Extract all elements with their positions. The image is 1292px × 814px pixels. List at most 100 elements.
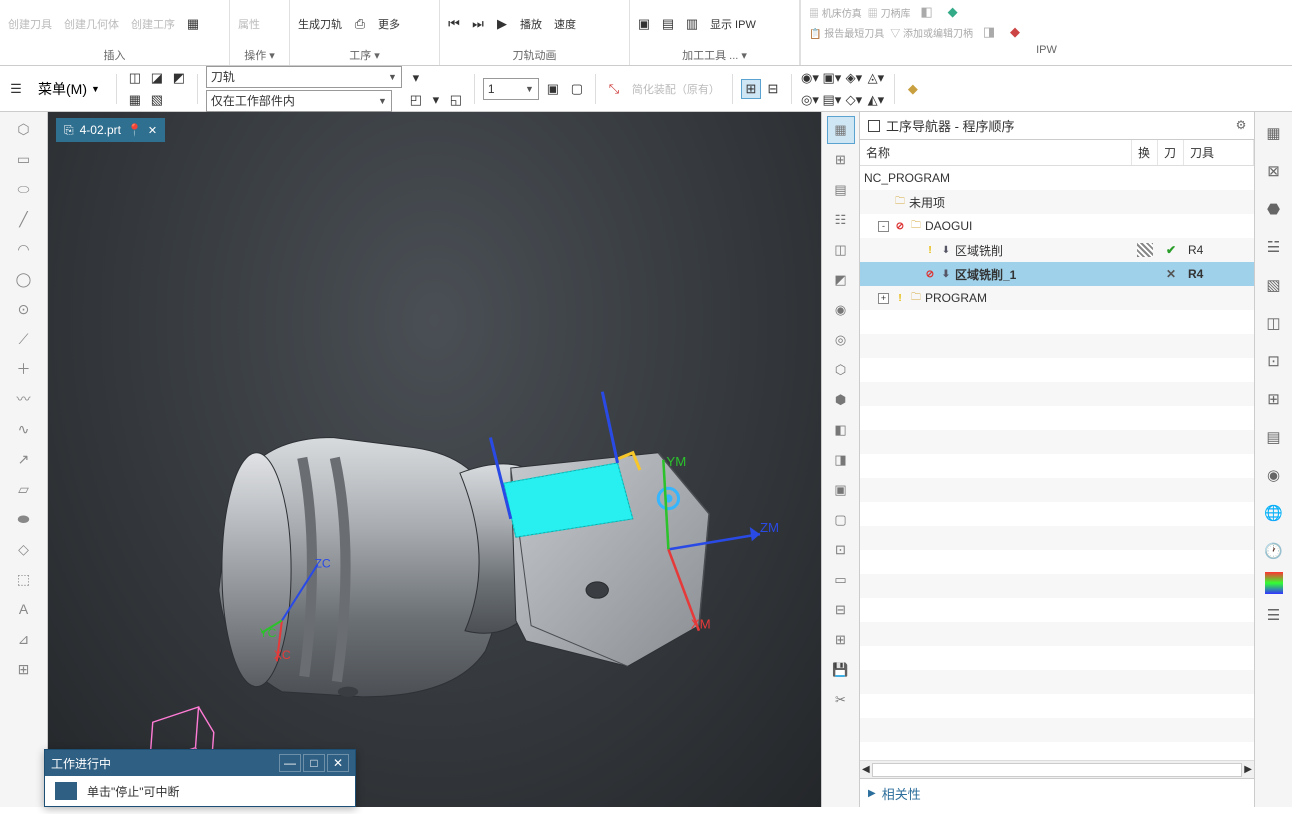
nav-row[interactable]: !⬇区域铣削✔R4 xyxy=(860,238,1254,262)
fr-1-icon[interactable]: ▦ xyxy=(1260,116,1288,150)
fr-11-icon[interactable]: 🌐 xyxy=(1260,496,1288,530)
vt-10-icon[interactable]: ⬢ xyxy=(827,386,855,414)
vt-13-icon[interactable]: ▣ xyxy=(827,476,855,504)
left-arc-icon[interactable]: ◠ xyxy=(9,236,39,262)
left-plus-icon[interactable]: ＋ xyxy=(9,356,39,382)
left-text-icon[interactable]: A xyxy=(9,596,39,622)
ipw-green-icon[interactable]: ◆ xyxy=(943,2,963,22)
left-curve-icon[interactable]: 〰 xyxy=(9,386,39,412)
number-combo[interactable]: 1▼ xyxy=(483,78,539,100)
ipw-edit-shank[interactable]: ▽ 添加或编辑刀柄 xyxy=(890,25,973,40)
ipw-ico1[interactable]: ◧ xyxy=(917,2,937,22)
file-tab-pin-icon[interactable]: 📍 xyxy=(127,123,142,137)
more-btn[interactable]: 更多 xyxy=(374,14,404,34)
vis-5-icon[interactable]: ◎▾ xyxy=(800,90,820,110)
file-tab-close-icon[interactable]: ✕ xyxy=(148,124,157,137)
vis-8-icon[interactable]: ◭▾ xyxy=(866,90,886,110)
fr-14-icon[interactable]: ☰ xyxy=(1260,598,1288,632)
menu-button[interactable]: 菜单(M) ▼ xyxy=(30,75,108,103)
left-clock-icon[interactable]: ⊙ xyxy=(9,296,39,322)
left-slash-icon[interactable]: ⟋ xyxy=(9,326,39,352)
fr-3-icon[interactable]: ⬣ xyxy=(1260,192,1288,226)
vt-15-icon[interactable]: ⊡ xyxy=(827,536,855,564)
left-diamond-icon[interactable]: ◇ xyxy=(9,536,39,562)
fr-9-icon[interactable]: ▤ xyxy=(1260,420,1288,454)
dialog-titlebar[interactable]: 工作进行中 — □ ✕ xyxy=(45,750,355,776)
left-disc-icon[interactable]: ⬭ xyxy=(9,176,39,202)
properties-btn[interactable]: 属性 xyxy=(234,14,264,34)
ipw-tool-lib[interactable]: ▦ 刀柄库 xyxy=(868,5,911,20)
left-cylinder-icon[interactable]: ⬡ xyxy=(9,116,39,142)
vt-12-icon[interactable]: ◨ xyxy=(827,446,855,474)
show-ipw[interactable]: 显示 IPW xyxy=(706,14,760,34)
left-misc2-icon[interactable]: ⊞ xyxy=(9,656,39,682)
scroll-track[interactable] xyxy=(872,763,1243,777)
insert-extra-icon[interactable]: ▦ xyxy=(183,14,203,34)
axis-icon[interactable]: ⤡ xyxy=(604,79,624,99)
ipw-machine-sim[interactable]: ▦ 机床仿真 xyxy=(809,5,862,20)
gear-icon[interactable]: ⚙ xyxy=(1230,114,1252,136)
left-misc1-icon[interactable]: ⊿ xyxy=(9,626,39,652)
vis-7-icon[interactable]: ◇▾ xyxy=(844,90,864,110)
generate-toolpath[interactable]: 生成刀轨 xyxy=(294,14,346,34)
step-back-icon[interactable]: ⏮ xyxy=(444,14,464,34)
tb-icon-3[interactable]: ◩ xyxy=(169,68,189,88)
vis-2-icon[interactable]: ▣▾ xyxy=(822,68,842,88)
ipw-shortest[interactable]: 📋 报告最短刀具 xyxy=(809,25,884,40)
left-line-icon[interactable]: ╱ xyxy=(9,206,39,232)
expander-icon[interactable]: + xyxy=(878,293,889,304)
dialog-close-icon[interactable]: ✕ xyxy=(327,754,349,772)
fr-8-icon[interactable]: ⊞ xyxy=(1260,382,1288,416)
col-tool[interactable]: 刀具 xyxy=(1184,140,1254,165)
tb-icon-8[interactable]: ▾ xyxy=(426,90,446,110)
dialog-min-icon[interactable]: — xyxy=(279,754,301,772)
vt-16-icon[interactable]: ▭ xyxy=(827,566,855,594)
toolpath-combo[interactable]: 刀轨▼ xyxy=(206,66,402,88)
play-icon[interactable]: ▶ xyxy=(492,14,512,34)
fr-12-icon[interactable]: 🕐 xyxy=(1260,534,1288,568)
create-geometry[interactable]: 创建几何体 xyxy=(60,14,123,34)
left-arrow-icon[interactable]: ↗ xyxy=(9,446,39,472)
vt-19-icon[interactable]: 💾 xyxy=(827,656,855,684)
dialog-max-icon[interactable]: □ xyxy=(303,754,325,772)
scope-combo[interactable]: 仅在工作部件内▼ xyxy=(206,90,392,112)
fr-10-icon[interactable]: ◉ xyxy=(1260,458,1288,492)
vt-17-icon[interactable]: ⊟ xyxy=(827,596,855,624)
vt-8-icon[interactable]: ◎ xyxy=(827,326,855,354)
ipw-red-icon[interactable]: ◆ xyxy=(1005,22,1025,42)
col-huan[interactable]: 换 xyxy=(1132,140,1158,165)
tb-icon-2[interactable]: ◪ xyxy=(147,68,167,88)
create-operation[interactable]: 创建工序 xyxy=(127,14,179,34)
create-tool[interactable]: 创建刀具 xyxy=(4,14,56,34)
fr-2-icon[interactable]: ⊠ xyxy=(1260,154,1288,188)
nav-row[interactable]: -⊘🗀DAOGUI xyxy=(860,214,1254,238)
tb-icon-box2[interactable]: ▢ xyxy=(567,79,587,99)
viewport-3d[interactable]: ZM XM YM ZC XC YC xyxy=(48,112,821,807)
nav-row[interactable]: +!🗀PROGRAM xyxy=(860,286,1254,310)
vt-18-icon[interactable]: ⊞ xyxy=(827,626,855,654)
ipw-ico3[interactable]: ◨ xyxy=(979,22,999,42)
simplify-assy[interactable]: 简化装配（原有） xyxy=(628,79,724,99)
vt-4-icon[interactable]: ☷ xyxy=(827,206,855,234)
fr-5-icon[interactable]: ▧ xyxy=(1260,268,1288,302)
sel-mode-1-icon[interactable]: ⊞ xyxy=(741,79,761,99)
vt-7-icon[interactable]: ◉ xyxy=(827,296,855,324)
left-oval-icon[interactable]: ⬬ xyxy=(9,506,39,532)
mtool-1-icon[interactable]: ▣ xyxy=(634,14,654,34)
left-extrude-icon[interactable]: ⬚ xyxy=(9,566,39,592)
tb-last-icon[interactable]: ◆ xyxy=(903,79,923,99)
vt-6-icon[interactable]: ◩ xyxy=(827,266,855,294)
tb-icon-9[interactable]: ◱ xyxy=(446,90,466,110)
fr-7-icon[interactable]: ⊡ xyxy=(1260,344,1288,378)
expander-icon[interactable]: - xyxy=(878,221,889,232)
fr-6-icon[interactable]: ◫ xyxy=(1260,306,1288,340)
left-block-icon[interactable]: ▭ xyxy=(9,146,39,172)
vt-2-icon[interactable]: ⊞ xyxy=(827,146,855,174)
scroll-right-icon[interactable]: ▶ xyxy=(1244,764,1252,775)
gen-icon[interactable]: ⎙ xyxy=(350,14,370,34)
fr-4-icon[interactable]: ☱ xyxy=(1260,230,1288,264)
fr-13-icon[interactable] xyxy=(1265,572,1283,594)
col-dao[interactable]: 刀 xyxy=(1158,140,1184,165)
vt-9-icon[interactable]: ⬡ xyxy=(827,356,855,384)
nav-footer-related[interactable]: ▶ 相关性 xyxy=(860,779,1254,807)
